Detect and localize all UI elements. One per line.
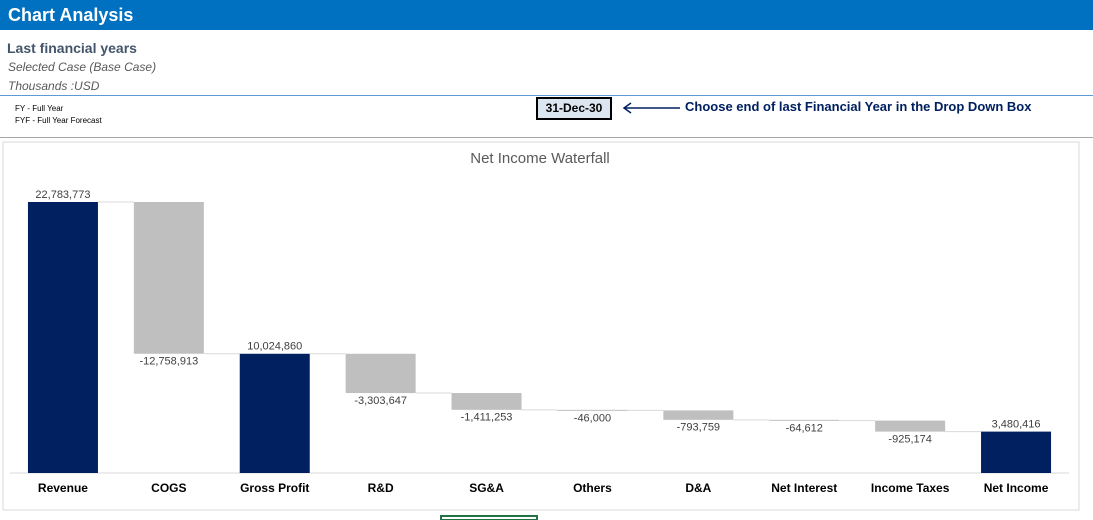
x-tick-label: Net Interest <box>771 481 837 495</box>
data-label: 3,480,416 <box>992 419 1041 431</box>
x-tick-label: COGS <box>151 481 186 495</box>
bar <box>345 353 416 394</box>
data-label: -925,174 <box>888 434 931 446</box>
x-tick-label: D&A <box>685 481 711 495</box>
x-tick-label: Net Income <box>984 481 1049 495</box>
bar <box>981 431 1052 473</box>
chart-title: Net Income Waterfall <box>470 150 610 167</box>
divider <box>0 95 1093 96</box>
bar <box>239 353 310 473</box>
bar <box>663 410 734 420</box>
bar <box>769 419 840 421</box>
units-label: Thousands :USD <box>8 79 100 93</box>
x-tick-label: Others <box>573 481 612 495</box>
data-label: -12,758,913 <box>139 356 198 368</box>
legend-note: FY - Full Year <box>15 104 64 113</box>
x-tick-label: R&D <box>368 481 394 495</box>
data-label: 10,024,860 <box>247 341 302 353</box>
page-title: Chart Analysis <box>8 5 134 25</box>
data-label: -793,759 <box>677 422 720 434</box>
cell-selection <box>440 515 538 520</box>
subtitle: Last financial years <box>7 40 137 56</box>
case-label: Selected Case (Base Case) <box>8 60 157 74</box>
chart-frame <box>2 141 1080 511</box>
header-bar: Chart Analysis <box>0 0 1093 30</box>
year-dropdown[interactable]: 31-Dec-30 <box>536 97 612 120</box>
x-tick-label: SG&A <box>469 481 504 495</box>
x-tick-label: Gross Profit <box>240 481 309 495</box>
x-tick-label: Revenue <box>38 481 88 495</box>
bar <box>133 202 204 354</box>
bar <box>451 393 522 410</box>
dropdown-hint: Choose end of last Financial Year in the… <box>685 99 1032 114</box>
data-label: -46,000 <box>574 412 611 424</box>
bar <box>557 409 628 411</box>
bar <box>27 202 98 473</box>
x-tick-label: Income Taxes <box>871 481 950 495</box>
legend-note: FYF - Full Year Forecast <box>15 116 102 125</box>
bar <box>875 420 946 432</box>
data-label: 22,783,773 <box>35 189 90 201</box>
arrow <box>622 102 680 114</box>
data-label: -1,411,253 <box>461 412 513 424</box>
data-label: -3,303,647 <box>354 395 407 407</box>
divider <box>0 137 1093 138</box>
data-label: -64,612 <box>786 423 823 435</box>
